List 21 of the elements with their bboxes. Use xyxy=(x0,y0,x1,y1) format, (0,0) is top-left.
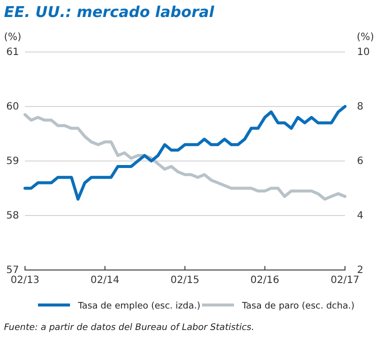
y-tick-label: 57 xyxy=(6,265,19,276)
x-tick-label: 02/16 xyxy=(250,275,280,286)
y2-axis-title: (%) xyxy=(356,32,374,43)
y-tick-label: 58 xyxy=(6,210,19,222)
legend-label: Tasa de empleo (esc. izda.) xyxy=(77,302,200,312)
y2-tick-label: 10 xyxy=(357,47,370,58)
y2-tick-label: 8 xyxy=(357,102,364,113)
y-tick-label: 61 xyxy=(6,47,19,58)
x-tick-label: 02/13 xyxy=(10,275,40,286)
y-axis-title: (%) xyxy=(4,32,22,43)
legend-label: Tasa de paro (esc. dcha.) xyxy=(241,302,354,312)
y-tick-label: 60 xyxy=(6,102,19,113)
x-tick-label: 02/15 xyxy=(170,275,200,286)
y2-tick-label: 4 xyxy=(357,210,364,222)
x-tick-label: 02/17 xyxy=(330,275,360,286)
x-tick-label: 02/14 xyxy=(90,275,120,286)
chart-title: EE. UU.: mercado laboral xyxy=(4,3,215,21)
y2-tick-label: 2 xyxy=(357,265,364,276)
y-tick-label: 59 xyxy=(6,156,19,168)
y2-tick-label: 6 xyxy=(357,156,364,168)
source-note: Fuente: a partir de datos del Bureau of Labor Statistics. xyxy=(4,323,254,333)
